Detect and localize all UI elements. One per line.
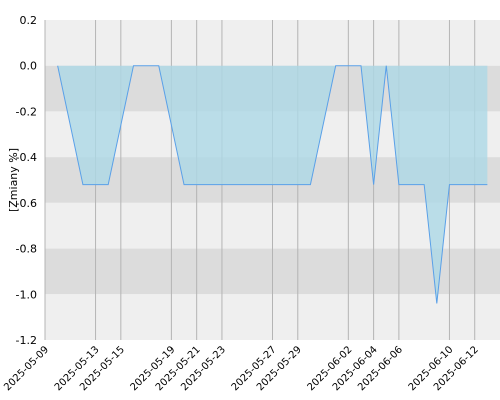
y-tick-label: -0.2 bbox=[16, 105, 37, 118]
y-tick-label: -0.8 bbox=[16, 243, 37, 256]
y-tick-label: -0.4 bbox=[16, 151, 37, 164]
x-tick-label: 2025-05-09 bbox=[2, 344, 51, 393]
y-tick-label: 0.2 bbox=[20, 14, 38, 27]
area-layer bbox=[57, 65, 488, 304]
y-tick-label: 0.0 bbox=[20, 60, 38, 73]
y-tick-label: -0.6 bbox=[16, 197, 37, 210]
y-tick-label: -1.0 bbox=[16, 288, 37, 301]
y-axis-ticks: 0.2 0.0 -0.2 -0.4 -0.6 -0.8 -1.0 -1.2 bbox=[16, 14, 37, 347]
y-axis-label: [Zmiany %] bbox=[7, 148, 20, 212]
y-tick-label: -1.2 bbox=[16, 334, 37, 347]
